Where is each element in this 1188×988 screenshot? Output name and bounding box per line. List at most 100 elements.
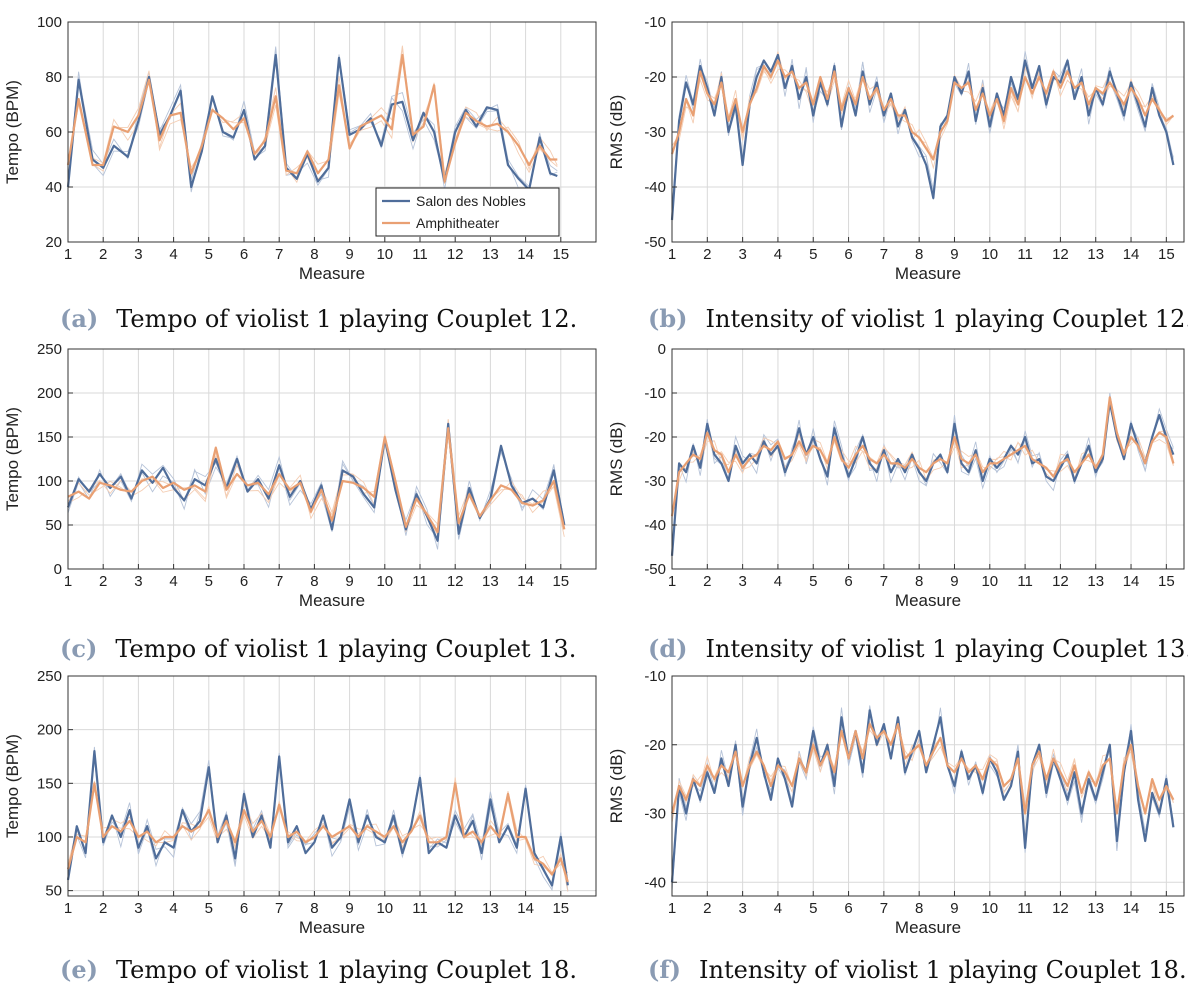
faint-take-line — [67, 780, 569, 874]
x-tick-label: 10 — [981, 900, 998, 917]
x-tick-label: 6 — [240, 900, 248, 917]
series-line-2 — [66, 53, 558, 183]
series-line-1 — [66, 750, 569, 887]
plot-area-frame — [671, 348, 1185, 570]
y-tick-label: -10 — [644, 668, 666, 685]
x-tick-label: 13 — [1087, 900, 1104, 917]
x-tick-label: 8 — [915, 246, 923, 263]
y-axis-label: RMS (dB) — [607, 749, 626, 824]
x-tick-label: 9 — [345, 900, 353, 917]
x-tick-label: 10 — [376, 573, 393, 590]
x-tick-label: 13 — [482, 246, 499, 263]
caption-f: (f) Intensity of violist 1 playing Couple… — [648, 955, 1187, 984]
y-tick-label: 50 — [45, 517, 62, 534]
y-tick-label: -50 — [644, 234, 666, 251]
x-tick-label: 12 — [1052, 573, 1069, 590]
x-tick-label: 1 — [64, 573, 72, 590]
series-line-1 — [670, 709, 1175, 883]
x-tick-label: 15 — [1158, 246, 1175, 263]
x-tick-label: 11 — [412, 246, 428, 263]
chart-panel-6: 1 2 3 4 5 6 7 8 9 10 11 12 13 14 15-40-30-20-10Measure… — [607, 668, 1185, 937]
legend-label-1: Salon des Nobles — [416, 193, 526, 209]
x-tick-label: 12 — [447, 246, 464, 263]
x-tick-label: 11 — [412, 900, 428, 917]
x-tick-label: 12 — [447, 900, 464, 917]
x-axis-label: Measure — [895, 264, 961, 283]
x-tick-label: 13 — [482, 573, 499, 590]
x-tick-label: 1 — [668, 573, 676, 590]
x-tick-label: 14 — [1123, 246, 1140, 263]
faint-take-line — [67, 431, 565, 540]
x-tick-label: 3 — [738, 900, 746, 917]
y-tick-label: -10 — [644, 14, 666, 31]
x-tick-label: 5 — [205, 900, 213, 917]
chart-panel-5: 1 2 3 4 5 6 7 8 9 10 11 12 13 14 1550100150200250Measu… — [3, 668, 597, 937]
series-line-2 — [670, 59, 1175, 161]
x-tick-label: 6 — [240, 573, 248, 590]
faint-take-line — [67, 746, 569, 892]
x-tick-label: 8 — [310, 246, 318, 263]
x-tick-label: 1 — [64, 900, 72, 917]
x-tick-label: 8 — [310, 900, 318, 917]
y-tick-label: -20 — [644, 69, 666, 86]
y-tick-label: 20 — [45, 234, 62, 251]
series-line-2 — [670, 723, 1175, 815]
y-tick-label: 100 — [37, 14, 62, 31]
x-tick-label: 11 — [1017, 573, 1033, 590]
x-tick-label: 9 — [950, 900, 958, 917]
y-tick-label: 200 — [37, 722, 62, 739]
x-tick-label: 14 — [517, 900, 534, 917]
y-tick-label: -30 — [644, 124, 666, 141]
x-tick-label: 6 — [844, 246, 852, 263]
chart-panel-2: 1 2 3 4 5 6 7 8 9 10 11 12 13 14 15-50-40-30-20-10Meas… — [607, 14, 1185, 283]
x-tick-label: 7 — [880, 246, 888, 263]
x-tick-label: 1 — [668, 246, 676, 263]
faint-take-line — [67, 752, 569, 892]
y-tick-label: 250 — [37, 668, 62, 685]
y-tick-label: -30 — [644, 806, 666, 823]
x-tick-label: 1 — [668, 900, 676, 917]
faint-take-line — [671, 392, 1174, 556]
y-tick-label: -50 — [644, 561, 666, 578]
series-line-1 — [670, 400, 1175, 556]
x-tick-label: 11 — [1017, 900, 1033, 917]
x-tick-label: 9 — [345, 246, 353, 263]
y-tick-label: 150 — [37, 429, 62, 446]
y-tick-label: 50 — [45, 883, 62, 900]
x-tick-label: 5 — [809, 573, 817, 590]
y-tick-label: 0 — [54, 561, 62, 578]
y-tick-label: 100 — [37, 473, 62, 490]
x-tick-label: 13 — [1087, 246, 1104, 263]
chart-panel-1: 1 2 3 4 5 6 7 8 9 10 11 12 13 14 1520406080100MeasureT… — [3, 14, 597, 283]
y-tick-label: 80 — [45, 69, 62, 86]
y-tick-label: -20 — [644, 737, 666, 754]
x-tick-label: 5 — [809, 246, 817, 263]
caption-a: (a) Tempo of violist 1 playing Couplet 12… — [60, 304, 578, 333]
x-tick-label: 3 — [134, 246, 142, 263]
series-line-2 — [66, 782, 569, 883]
x-tick-label: 11 — [412, 573, 428, 590]
plot-area-frame — [671, 675, 1185, 897]
x-tick-label: 7 — [880, 900, 888, 917]
x-tick-label: 13 — [482, 900, 499, 917]
y-axis-label: RMS (dB) — [607, 422, 626, 497]
x-tick-label: 8 — [310, 573, 318, 590]
y-axis-label: Tempo (BPM) — [3, 80, 22, 184]
y-tick-label: -30 — [644, 473, 666, 490]
y-tick-label: -10 — [644, 385, 666, 402]
legend-box — [375, 187, 560, 237]
x-tick-label: 2 — [99, 246, 107, 263]
y-tick-label: 200 — [37, 385, 62, 402]
x-tick-label: 7 — [275, 573, 283, 590]
series-line-2 — [67, 427, 566, 534]
x-tick-label: 4 — [169, 246, 177, 263]
y-tick-label: 60 — [45, 124, 62, 141]
x-tick-label: 3 — [738, 573, 746, 590]
x-tick-label: 4 — [169, 573, 177, 590]
x-tick-label: 7 — [275, 246, 283, 263]
x-tick-label: 10 — [376, 900, 393, 917]
x-tick-label: 6 — [844, 573, 852, 590]
x-tick-label: 8 — [915, 573, 923, 590]
y-axis-label: Tempo (BPM) — [3, 734, 22, 838]
